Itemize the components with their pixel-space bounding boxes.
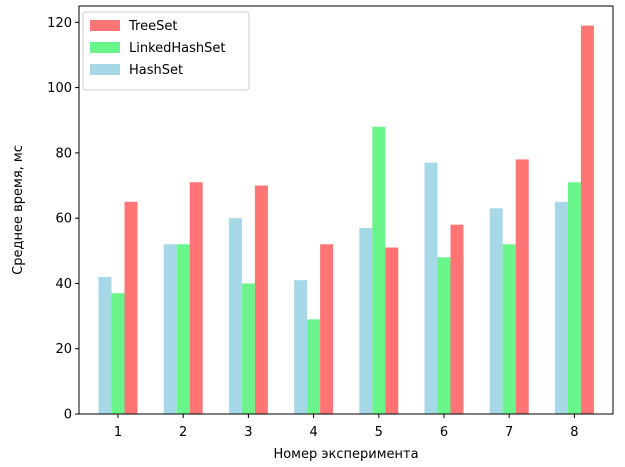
bar-hashset-3	[228, 218, 242, 414]
y-tick-label-80: 80	[55, 146, 72, 161]
bar-hashset-2	[163, 244, 177, 414]
x-tick-label-4: 4	[309, 425, 317, 440]
x-tick-label-1: 1	[114, 425, 122, 440]
bar-hashset-8	[554, 201, 568, 414]
bars-layer	[98, 25, 594, 415]
bar-linkedhashset-1	[111, 293, 125, 414]
bar-linkedhashset-8	[567, 182, 581, 414]
bar-treeset-1	[124, 201, 138, 414]
y-tick-label-20: 20	[55, 342, 72, 357]
bar-treeset-3	[254, 185, 268, 414]
legend-box	[82, 11, 250, 91]
x-tick-label-3: 3	[244, 425, 252, 440]
x-axis: 1 2 3 4 5 6 7 8	[114, 414, 579, 440]
bar-treeset-7	[515, 159, 529, 414]
legend: TreeSet LinkedHashSet HashSet	[82, 11, 250, 91]
x-tick-label-2: 2	[179, 425, 187, 440]
legend-label-linkedhashset: LinkedHashSet	[129, 41, 226, 56]
y-tick-label-40: 40	[55, 277, 72, 292]
bar-linkedhashset-6	[437, 257, 451, 414]
bar-treeset-5	[385, 247, 399, 414]
y-axis: 0 20 40 60 80 100 120	[47, 16, 79, 423]
legend-swatch-hashset	[90, 64, 120, 75]
y-tick-label-120: 120	[47, 16, 72, 31]
bar-hashset-1	[98, 276, 112, 414]
plot-frame	[78, 5, 614, 415]
bar-treeset-4	[320, 244, 334, 414]
x-tick-label-5: 5	[375, 425, 383, 440]
x-tick-label-6: 6	[440, 425, 448, 440]
y-axis-label: Среднее время, мс	[11, 145, 26, 275]
bar-treeset-8	[580, 25, 594, 415]
bar-linkedhashset-7	[502, 244, 516, 414]
bar-hashset-4	[294, 280, 308, 414]
bar-linkedhashset-3	[241, 283, 255, 414]
legend-swatch-treeset	[90, 20, 120, 31]
x-tick-label-7: 7	[505, 425, 513, 440]
bar-linkedhashset-5	[372, 126, 386, 414]
legend-label-treeset: TreeSet	[128, 19, 177, 34]
x-axis-label: Номер эксперимента	[273, 447, 418, 462]
bar-treeset-6	[450, 224, 464, 414]
legend-label-hashset: HashSet	[129, 63, 183, 78]
bar-linkedhashset-2	[176, 244, 190, 414]
y-tick-label-100: 100	[47, 81, 72, 96]
x-tick-label-8: 8	[570, 425, 578, 440]
y-tick-label-60: 60	[55, 212, 72, 227]
bar-hashset-6	[424, 162, 438, 414]
y-tick-label-0: 0	[64, 408, 72, 423]
bar-hashset-7	[489, 208, 503, 414]
legend-swatch-linkedhashset	[90, 42, 120, 53]
bar-hashset-5	[359, 227, 373, 414]
bar-treeset-2	[189, 182, 203, 414]
bar-linkedhashset-4	[307, 319, 321, 414]
